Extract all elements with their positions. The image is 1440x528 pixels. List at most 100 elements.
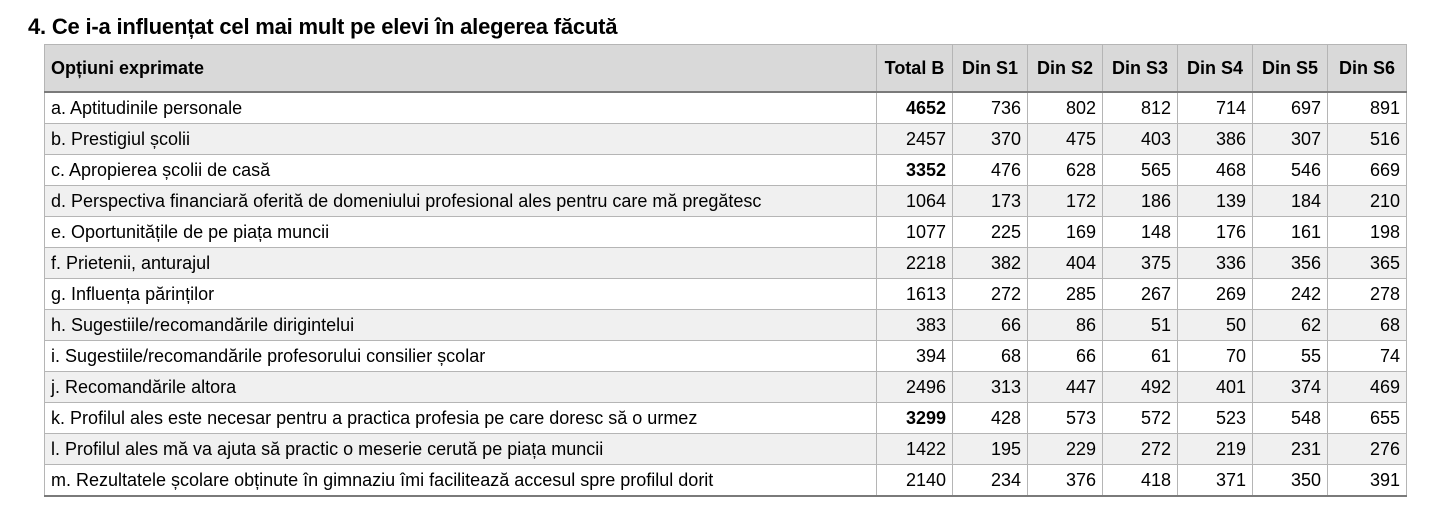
table-header-row: Opțiuni exprimate Total B Din S1 Din S2 Din … (44, 44, 1407, 93)
option-label: b. Prestigiul școlii (44, 123, 877, 155)
school-value-cell: 371 (1177, 464, 1253, 497)
school-value-cell: 475 (1027, 123, 1103, 155)
school-value-cell: 447 (1027, 371, 1103, 403)
section-title: 4. Ce i-a influențat cel mai mult pe ele… (28, 14, 618, 39)
school-value-cell: 161 (1252, 216, 1328, 248)
school-value-cell: 169 (1027, 216, 1103, 248)
column-header-total-b: Total B (876, 44, 953, 93)
total-cell: 2218 (876, 247, 953, 279)
school-value-cell: 176 (1177, 216, 1253, 248)
total-cell: 2457 (876, 123, 953, 155)
school-value-cell: 374 (1252, 371, 1328, 403)
school-value-cell: 86 (1027, 309, 1103, 341)
school-value-cell: 68 (952, 340, 1028, 372)
school-value-cell: 404 (1027, 247, 1103, 279)
school-value-cell: 229 (1027, 433, 1103, 465)
table-row: h. Sugestiile/recomandările dirigintelui… (44, 309, 1407, 341)
school-value-cell: 468 (1177, 154, 1253, 186)
total-cell: 1613 (876, 278, 953, 310)
table-row: d. Perspectiva financiară oferită de dom… (44, 185, 1407, 217)
school-value-cell: 714 (1177, 91, 1253, 124)
school-value-cell: 669 (1327, 154, 1407, 186)
school-value-cell: 476 (952, 154, 1028, 186)
school-value-cell: 736 (952, 91, 1028, 124)
total-cell: 2140 (876, 464, 953, 497)
school-value-cell: 802 (1027, 91, 1103, 124)
school-value-cell: 812 (1102, 91, 1178, 124)
total-cell: 2496 (876, 371, 953, 403)
school-value-cell: 242 (1252, 278, 1328, 310)
school-value-cell: 336 (1177, 247, 1253, 279)
total-cell: 383 (876, 309, 953, 341)
school-value-cell: 403 (1102, 123, 1178, 155)
option-label: k. Profilul ales este necesar pentru a p… (44, 402, 877, 434)
school-value-cell: 269 (1177, 278, 1253, 310)
option-label: i. Sugestiile/recomandările profesorului… (44, 340, 877, 372)
school-value-cell: 225 (952, 216, 1028, 248)
school-value-cell: 391 (1327, 464, 1407, 497)
total-cell: 4652 (876, 91, 953, 124)
total-cell: 3352 (876, 154, 953, 186)
total-cell: 3299 (876, 402, 953, 434)
table-body: a. Aptitudinile personale 4652 736 802 812 71… (44, 91, 1407, 497)
school-value-cell: 401 (1177, 371, 1253, 403)
school-value-cell: 350 (1252, 464, 1328, 497)
school-value-cell: 285 (1027, 278, 1103, 310)
option-label: h. Sugestiile/recomandările dirigintelui (44, 309, 877, 341)
school-value-cell: 66 (1027, 340, 1103, 372)
table-row: b. Prestigiul școlii 2457 370 475 403 386 307 5… (44, 123, 1407, 155)
column-header-din-s2: Din S2 (1027, 44, 1103, 93)
option-label: e. Oportunitățile de pe piața muncii (44, 216, 877, 248)
school-value-cell: 370 (952, 123, 1028, 155)
option-label: l. Profilul ales mă va ajuta să practic … (44, 433, 877, 465)
total-cell: 1077 (876, 216, 953, 248)
column-header-din-s6: Din S6 (1327, 44, 1407, 93)
table-row: e. Oportunitățile de pe piața muncii 1077… (44, 216, 1407, 248)
school-value-cell: 70 (1177, 340, 1253, 372)
school-value-cell: 469 (1327, 371, 1407, 403)
options-table: Opțiuni exprimate Total B Din S1 Din S2 Din … (44, 44, 1407, 497)
school-value-cell: 195 (952, 433, 1028, 465)
school-value-cell: 313 (952, 371, 1028, 403)
school-value-cell: 628 (1027, 154, 1103, 186)
option-label: g. Influența părinților (44, 278, 877, 310)
table-row: i. Sugestiile/recomandările profesorului… (44, 340, 1407, 372)
total-cell: 394 (876, 340, 953, 372)
table-row: a. Aptitudinile personale 4652 736 802 812 71… (44, 91, 1407, 124)
school-value-cell: 356 (1252, 247, 1328, 279)
school-value-cell: 148 (1102, 216, 1178, 248)
table-row: g. Influența părinților 1613 272 285 267 269 2… (44, 278, 1407, 310)
school-value-cell: 418 (1102, 464, 1178, 497)
school-value-cell: 516 (1327, 123, 1407, 155)
school-value-cell: 272 (1102, 433, 1178, 465)
column-header-din-s1: Din S1 (952, 44, 1028, 93)
school-value-cell: 655 (1327, 402, 1407, 434)
school-value-cell: 219 (1177, 433, 1253, 465)
school-value-cell: 51 (1102, 309, 1178, 341)
table-row: l. Profilul ales mă va ajuta să practic … (44, 433, 1407, 465)
school-value-cell: 278 (1327, 278, 1407, 310)
school-value-cell: 210 (1327, 185, 1407, 217)
school-value-cell: 307 (1252, 123, 1328, 155)
school-value-cell: 546 (1252, 154, 1328, 186)
school-value-cell: 573 (1027, 402, 1103, 434)
table-row: k. Profilul ales este necesar pentru a p… (44, 402, 1407, 434)
school-value-cell: 572 (1102, 402, 1178, 434)
total-cell: 1064 (876, 185, 953, 217)
option-label: f. Prietenii, anturajul (44, 247, 877, 279)
school-value-cell: 184 (1252, 185, 1328, 217)
school-value-cell: 428 (952, 402, 1028, 434)
school-value-cell: 697 (1252, 91, 1328, 124)
school-value-cell: 376 (1027, 464, 1103, 497)
school-value-cell: 61 (1102, 340, 1178, 372)
school-value-cell: 62 (1252, 309, 1328, 341)
school-value-cell: 50 (1177, 309, 1253, 341)
school-value-cell: 173 (952, 185, 1028, 217)
table-row: j. Recomandările altora 2496 313 447 492 401 3… (44, 371, 1407, 403)
school-value-cell: 186 (1102, 185, 1178, 217)
school-value-cell: 172 (1027, 185, 1103, 217)
school-value-cell: 68 (1327, 309, 1407, 341)
school-value-cell: 891 (1327, 91, 1407, 124)
option-label: d. Perspectiva financiară oferită de dom… (44, 185, 877, 217)
total-cell: 1422 (876, 433, 953, 465)
